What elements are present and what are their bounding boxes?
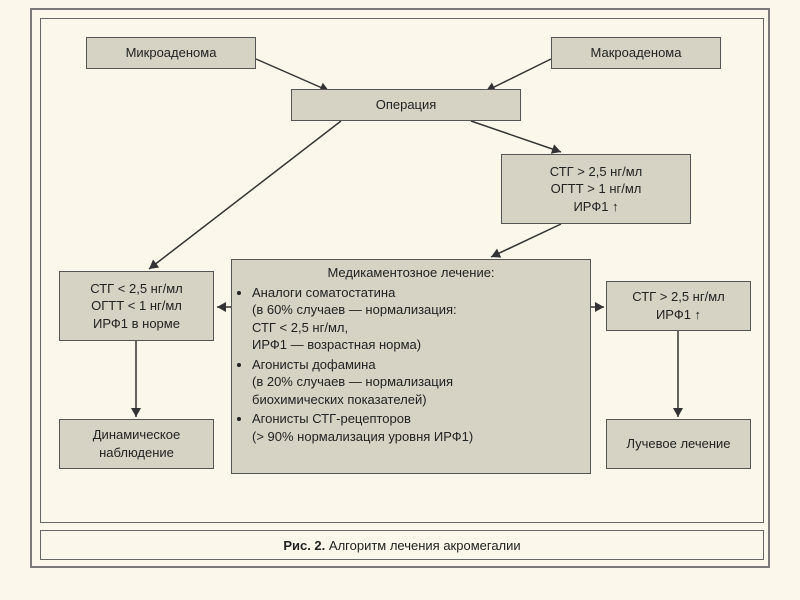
node-operation: Операция <box>291 89 521 121</box>
figure-caption: Рис. 2. Алгоритм лечения акромегалии <box>40 530 764 560</box>
node-microadenoma: Микроаденома <box>86 37 256 69</box>
node-label: Динамическое наблюдение <box>66 426 207 461</box>
node-criteria-high: СТГ > 2,5 нг/млОГТТ > 1 нг/млИРФ1 ↑ <box>501 154 691 224</box>
node-radiation: Лучевое лечение <box>606 419 751 469</box>
node-label: Лучевое лечение <box>626 435 730 453</box>
caption-text: Рис. 2. Алгоритм лечения акромегалии <box>283 538 520 553</box>
node-label: Макроаденома <box>591 44 682 62</box>
outer-frame: Микроаденома Макроаденома Операция СТГ >… <box>30 8 770 568</box>
node-macroadenoma: Макроаденома <box>551 37 721 69</box>
node-criteria-low: СТГ < 2,5 нг/млОГТТ < 1 нг/млИРФ1 в норм… <box>59 271 214 341</box>
flowchart-area: Микроаденома Макроаденома Операция СТГ >… <box>40 18 764 523</box>
node-label: Микроаденома <box>126 44 217 62</box>
node-dynamic-observation: Динамическое наблюдение <box>59 419 214 469</box>
node-label: Операция <box>376 96 437 114</box>
node-medication: Медикаментозное лечение:Аналоги соматост… <box>231 259 591 474</box>
node-criteria-high-2: СТГ > 2,5 нг/млИРФ1 ↑ <box>606 281 751 331</box>
